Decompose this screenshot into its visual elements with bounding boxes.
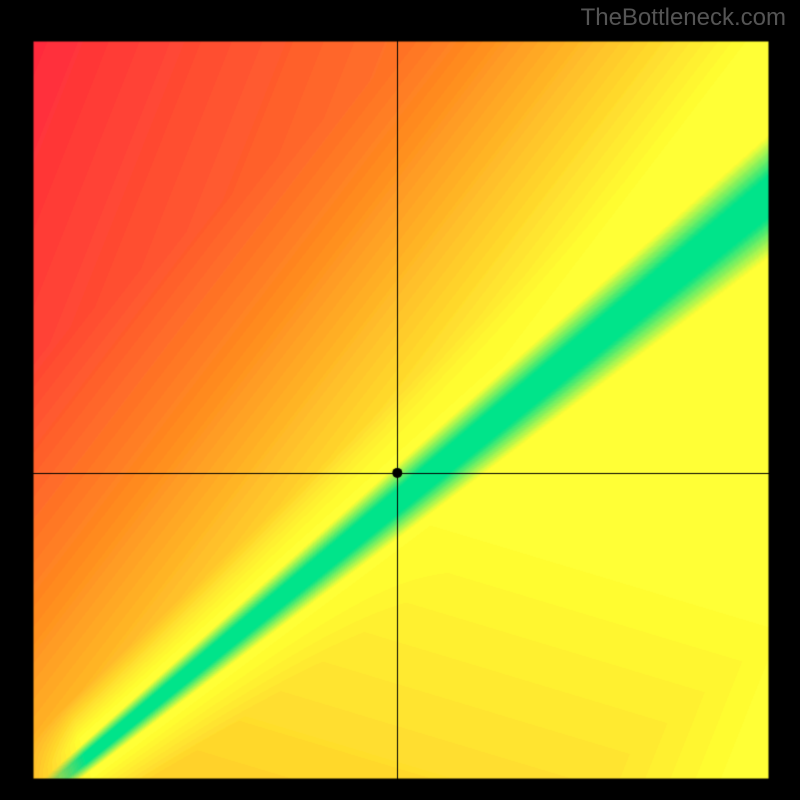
bottleneck-heatmap-canvas: [0, 0, 800, 800]
watermark-text: TheBottleneck.com: [581, 4, 786, 32]
chart-container: TheBottleneck.com: [0, 0, 800, 800]
